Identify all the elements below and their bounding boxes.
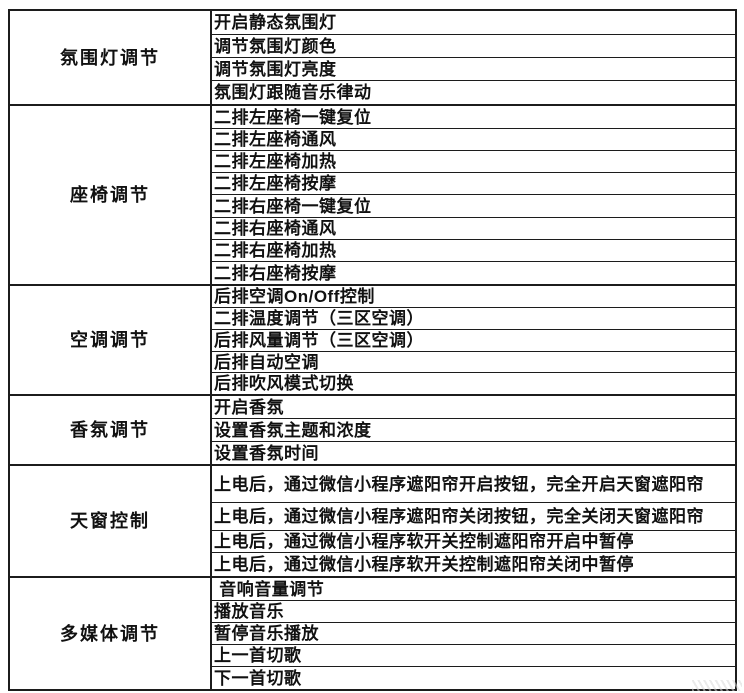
feature-cell: 二排右座椅按摩 [214,263,337,283]
feature-list: 后排空调On/Off控制 二排温度调节（三区空调） 后排风量调节（三区空调） 后排自动… [212,286,735,394]
feature-cell: 二排左座椅按摩 [212,173,735,195]
feature-cell: 上电后，通过微信小程序软开关控制遮阳帘开启中暂停 [212,531,735,553]
category-cell: 多媒体调节 [10,578,212,689]
category-cell: 座椅调节 [10,106,212,284]
group-row: 香氛调节 开启香氛 设置香氛主题和浓度 设置香氛时间 [10,394,735,464]
group-row: 天窗控制 上电后，通过微信小程序遮阳帘开启按钮，完全开启天窗遮阳帘 上电后，通过微信… [10,464,735,576]
category-cell: 空调调节 [10,286,212,394]
feature-cell: 上一首切歌 [212,645,735,667]
feature-cell: 上电后，通过微信小程序软开关控制遮阳帘关闭中暂停 [214,555,634,574]
group-row: 座椅调节 二排左座椅一键复位 二排左座椅通风 二排左座椅加热 二排左座椅按摩 二排右座椅一… [10,104,735,284]
feature-cell: 后排吹风模式切换 [214,374,354,393]
feature-cell: 后排自动空调 [212,352,735,373]
category-cell: 氛围灯调节 [10,11,212,104]
category-cell: 天窗控制 [10,466,212,576]
feature-list: 音响音量调节 播放音乐 暂停音乐播放 上一首切歌 下一首切歌 [212,578,735,689]
feature-cell: 二排左座椅通风 [212,129,735,151]
feature-cell: 调节氛围灯颜色 [212,35,735,58]
feature-list: 开启香氛 设置香氛主题和浓度 设置香氛时间 [212,396,735,464]
feature-cell: 播放音乐 [212,601,735,623]
feature-list: 开启静态氛围灯 调节氛围灯颜色 调节氛围灯亮度氛围灯跟随音乐律动 [212,11,735,104]
feature-cell: 二排左座椅加热 [212,151,735,173]
category-cell: 香氛调节 [10,396,212,464]
feature-cell: 设置香氛主题和浓度 [212,419,735,442]
feature-cell: 二排右座椅通风 [212,218,735,240]
feature-cell: 后排空调On/Off控制 [212,286,735,308]
group-row: 空调调节 后排空调On/Off控制 二排温度调节（三区空调） 后排风量调节（三区空调）… [10,284,735,394]
feature-table: 氛围灯调节 开启静态氛围灯 调节氛围灯颜色 调节氛围灯亮度 氛围灯跟随音乐律动 座椅调节二… [8,9,737,691]
feature-cell: 二排右座椅一键复位 [212,195,735,218]
feature-cell: 音响音量调节 [212,578,735,601]
feature-cell: 下一首切歌 [214,668,302,688]
feature-cell: 调节氛围灯亮度 [212,58,735,81]
feature-list: 上电后，通过微信小程序遮阳帘开启按钮，完全开启天窗遮阳帘 上电后，通过微信小程序遮… [212,466,735,576]
group-row: 多媒体调节 音响音量调节 播放音乐 暂停音乐播放 上一首切歌 下一首切歌 [10,576,735,689]
feature-cell: 开启香氛 [212,396,735,419]
group-row: 氛围灯调节 开启静态氛围灯 调节氛围灯颜色 调节氛围灯亮度氛围灯跟随音乐律动 [10,11,735,104]
feature-cell: 氛围灯跟随音乐律动 [214,83,372,102]
feature-cell: 二排右座椅加热 [212,240,735,262]
feature-cell: 上电后，通过微信小程序遮阳帘关闭按钮，完全关闭天窗遮阳帘 [212,503,735,531]
feature-cell: 暂停音乐播放 [212,623,735,645]
feature-cell: 设置香氛时间 [214,443,319,463]
feature-cell: 开启静态氛围灯 [212,11,735,35]
feature-cell: 上电后，通过微信小程序遮阳帘开启按钮，完全开启天窗遮阳帘 [212,466,735,503]
feature-cell: 二排温度调节（三区空调） [212,308,735,330]
feature-cell: 二排左座椅一键复位 [212,106,735,129]
feature-list: 二排左座椅一键复位 二排左座椅通风 二排左座椅加热 二排左座椅按摩 二排右座椅一键复位二… [212,106,735,284]
feature-cell: 后排风量调节（三区空调） [212,330,735,352]
watermark [692,680,742,691]
